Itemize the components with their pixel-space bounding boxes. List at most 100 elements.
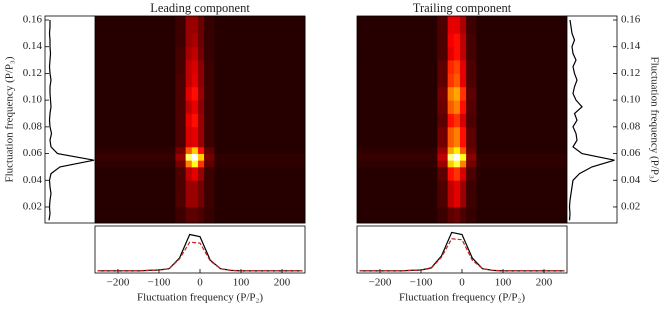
heatmap-cell [214, 33, 306, 48]
heatmap-cell [95, 86, 176, 101]
heatmap-cell [459, 100, 467, 114]
heatmap-cell [197, 180, 205, 208]
heatmap-cell [95, 73, 176, 88]
heatmap-cell [357, 160, 438, 168]
heatmap-cell [447, 46, 455, 61]
heatmap-cell [476, 180, 568, 208]
heatmap-cell [476, 126, 568, 148]
heatmap-cell [204, 160, 215, 168]
heatmap-cell [197, 100, 205, 114]
heatmap-cell [185, 100, 193, 114]
heatmap-cell [214, 16, 306, 34]
y-tick-label: 0.12 [23, 67, 42, 79]
heatmap-cell [95, 113, 176, 128]
y-tick-label: 0.04 [23, 174, 43, 186]
heatmap-cell [447, 180, 455, 208]
heatmap-cell [466, 153, 477, 161]
heatmap-cell [453, 160, 461, 168]
heatmap-cell [197, 60, 205, 74]
heatmap-cell [185, 86, 193, 101]
heatmap-cell [204, 100, 215, 114]
heatmap-cell [214, 146, 306, 154]
y-tick-label: 0.08 [621, 120, 641, 132]
heatmap-cell [453, 46, 461, 61]
heatmap-cell [175, 73, 187, 88]
heatmap-cell [191, 46, 199, 61]
heatmap-cell [197, 160, 205, 168]
heatmap-cell [476, 16, 568, 34]
heatmap-cell [357, 86, 438, 101]
y-tick-label: 0.16 [23, 14, 43, 26]
x-tick-label: 0 [197, 277, 203, 289]
y-tick-label: 0.14 [621, 40, 641, 52]
bottom-profile-line [359, 231, 565, 272]
heatmap-cell [185, 73, 193, 88]
heatmap-cell [95, 153, 176, 161]
heatmap-cell [453, 73, 461, 88]
heatmap-cell [95, 16, 176, 34]
heatmap-cell [459, 180, 467, 208]
heatmap-cell [175, 206, 187, 224]
heatmap-cell [185, 16, 193, 34]
heatmap-cell [185, 146, 193, 154]
heatmap-cell [185, 180, 193, 208]
heatmap-cell [191, 73, 199, 88]
heatmap-cell [185, 113, 193, 128]
heatmap-cell [357, 113, 438, 128]
heatmap-cell [204, 180, 215, 208]
y-axis-label: Fluctuation frequency (P/P₃) [4, 56, 16, 182]
heatmap-cell [95, 206, 176, 224]
heatmap-cell [437, 86, 449, 101]
heatmap-cell [191, 33, 199, 48]
heatmap-cell [95, 146, 176, 154]
heatmap-cell [447, 166, 455, 181]
heatmap-cell [197, 33, 205, 48]
heatmap-cell [476, 146, 568, 154]
heatmap-cell [466, 180, 477, 208]
heatmap-cell [447, 16, 455, 34]
heatmap-cell [95, 46, 176, 61]
heatmap-cell [437, 166, 449, 181]
chart-title: Trailing component [413, 1, 512, 15]
heatmap-cell [191, 100, 199, 114]
x-axis-label: Fluctuation frequency (P/P₂) [137, 292, 263, 304]
heatmap-cell [453, 60, 461, 74]
heatmap-cell [447, 206, 455, 224]
bottom-frame [356, 225, 568, 274]
heatmap-cell [476, 73, 568, 88]
x-axis-label: Fluctuation frequency (P/P₂) [399, 292, 525, 304]
heatmap-cell [447, 160, 455, 168]
heatmap-cell [459, 73, 467, 88]
heatmap-cell [175, 100, 187, 114]
y-tick-label: 0.08 [23, 120, 43, 132]
heatmap-cell [191, 126, 199, 148]
y-tick-label: 0.04 [621, 174, 641, 186]
heatmap-cell [357, 126, 438, 148]
heatmap-cell [459, 86, 467, 101]
heatmap-cell [204, 86, 215, 101]
y-axis-label: Fluctuation frequency (P/P₃) [648, 56, 660, 182]
heatmap-cell [437, 60, 449, 74]
heatmap-cell [357, 206, 438, 224]
bottom-frame [94, 225, 306, 274]
heatmap-cell [437, 73, 449, 88]
heatmap-cell [191, 113, 199, 128]
heatmap-cell [437, 33, 449, 48]
x-tick-label: 200 [536, 277, 553, 289]
heatmap-cell [447, 86, 455, 101]
heatmap-cell [197, 153, 205, 161]
heatmap-cell [453, 126, 461, 148]
heatmap-cell [466, 126, 477, 148]
heatmap-cell [357, 100, 438, 114]
heatmap-cell [357, 180, 438, 208]
heatmap-cell [204, 73, 215, 88]
heatmap-cell [175, 166, 187, 181]
heatmap-cell [453, 166, 461, 181]
heatmap-cell [175, 153, 187, 161]
heatmap-cell [453, 146, 461, 154]
side-profile-line [568, 19, 615, 221]
heatmap-cell [466, 86, 477, 101]
heatmap-cell [191, 60, 199, 74]
x-tick-label: −200 [107, 277, 130, 289]
heatmap-cell [453, 113, 461, 128]
